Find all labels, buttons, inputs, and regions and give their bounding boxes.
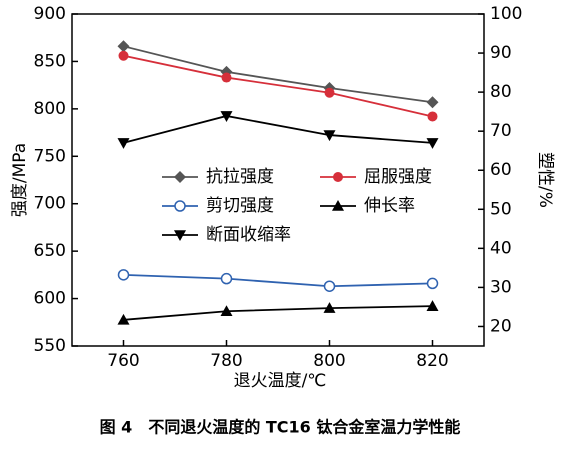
y-tick-label: 650 [34,241,66,261]
x-tick-label: 820 [416,351,448,371]
marker [324,87,335,98]
marker [117,138,130,149]
y2-tick-label: 50 [490,199,512,219]
y2-axis-label: 塑性/% [535,152,555,208]
legend-label: 剪切强度 [206,196,274,216]
legend-label: 伸长率 [364,196,415,216]
series-line [123,54,433,118]
marker [220,111,233,122]
marker [426,300,439,311]
y2-tick-label: 70 [490,121,512,141]
legend-label: 断面收缩率 [206,225,291,245]
marker [117,313,130,325]
series-line [123,115,433,144]
legend-label: 抗拉强度 [206,167,274,187]
marker [220,305,233,317]
caption: 图 4 不同退火温度的 TC16 钛合金室温力学性能 [100,418,461,437]
series-line [123,305,433,321]
marker [117,269,130,281]
marker [323,280,336,292]
x-tick-label: 800 [313,351,345,371]
y2-tick-label: 40 [490,238,512,258]
y-axis-label: 强度/MPa [10,143,30,217]
series-line [123,273,433,288]
y-tick-label: 800 [34,99,66,119]
plot-frame [71,13,485,347]
y2-tick-label: 20 [490,316,512,336]
y2-tick-label: 80 [490,82,512,102]
y2-tick-label: 100 [490,4,522,24]
legend-marker [174,171,186,183]
marker [427,111,438,122]
marker [426,96,439,109]
y-tick-label: 700 [34,194,66,214]
y-tick-label: 750 [34,146,66,166]
y-tick-label: 550 [34,336,66,356]
marker [426,138,439,149]
x-tick-label: 780 [210,351,242,371]
y-tick-label: 600 [34,289,66,309]
legend-label: 屈服强度 [364,167,432,187]
y2-tick-label: 90 [490,43,512,63]
marker [118,50,129,61]
x-tick-label: 760 [107,351,139,371]
y2-tick-label: 60 [490,160,512,180]
x-axis-label: 退火温度/℃ [234,371,327,391]
legend-marker [332,200,344,211]
legend-marker [333,172,343,182]
y2-tick-label: 30 [490,277,512,297]
y-tick-label: 850 [34,51,66,71]
series-line [123,45,433,104]
marker [117,40,130,53]
marker [323,130,336,142]
marker [221,72,232,83]
y-tick-label: 900 [34,4,66,24]
legend-marker [174,230,186,241]
marker [426,277,439,290]
marker [220,272,233,285]
legend-marker [174,200,186,212]
marker [323,302,336,313]
